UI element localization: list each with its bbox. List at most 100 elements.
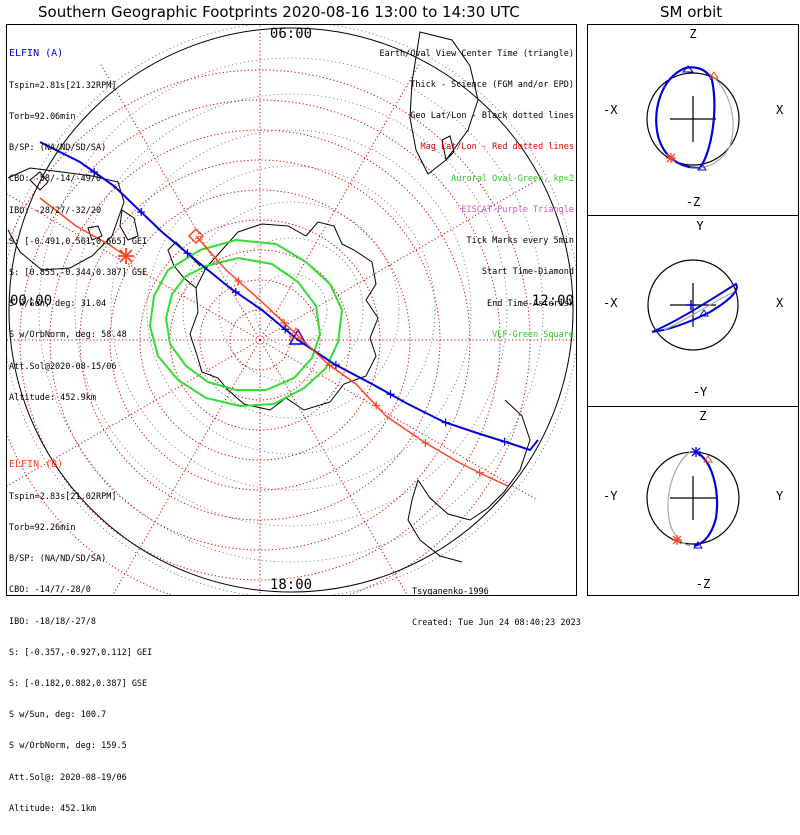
orbit-panel-xy: Y -Y -X X xyxy=(603,219,784,399)
mag-lat-circle xyxy=(109,189,411,491)
elfin-a-line: S w/Sun, deg: 31.04 xyxy=(9,299,107,310)
orbit-a-xz-triangle xyxy=(697,163,707,171)
elfin-a-tick xyxy=(441,418,450,427)
elfin-b-tick xyxy=(421,438,430,447)
orbit-a-xy xyxy=(651,282,738,333)
elfin-b-line: S w/Sun, deg: 100.7 xyxy=(9,710,107,721)
elfin-b-line: Att.Sol@: 2020-08-19/06 xyxy=(9,772,127,783)
mlt-label-bottom: 18:00 xyxy=(270,577,312,593)
elfin-b-footprint-track xyxy=(39,197,127,257)
mag-lon-line xyxy=(259,339,538,501)
model-credit: Tsyganenko-1996 xyxy=(412,586,489,597)
elfin-b-tick xyxy=(325,361,334,370)
orbit-panel-yz: Z -Z -Y Y xyxy=(603,409,784,591)
orbit-frame xyxy=(587,24,799,596)
elfin-a-line: B/SP: (NA/ND/SD/SA) xyxy=(9,143,107,154)
orbit-b-xz-marker xyxy=(709,71,719,79)
orbit-axis-label-left-xz: -X xyxy=(603,103,618,117)
south-america-coast xyxy=(407,479,463,563)
south-america-outline xyxy=(417,399,531,521)
mag-lon-line xyxy=(7,339,261,487)
elfin-a-tick xyxy=(386,390,395,399)
orbit-axis-label-left-xy: -X xyxy=(603,296,618,310)
orbit-axis-label-right-xy: X xyxy=(776,296,784,310)
mag-lon-line xyxy=(259,339,408,595)
legend-item: Auroral Oval-Green, kp=2 xyxy=(451,173,574,184)
mlt-label-top: 06:00 xyxy=(270,26,312,42)
orbit-axis-label-bottom-xz: -Z xyxy=(686,195,700,209)
orbit-b-xz xyxy=(689,73,734,169)
legend-item: Mag Lat/Lon - Red dotted lines xyxy=(420,142,574,153)
geo-lat-circle xyxy=(74,93,508,527)
geo-grid xyxy=(7,25,576,595)
elfin-b-tick xyxy=(475,468,484,477)
geo-lat-circle xyxy=(182,201,400,419)
elfin-b-line: S w/OrbNorm, deg: 159.5 xyxy=(9,741,127,752)
geo-lat-circle xyxy=(146,165,436,455)
elfin-a-title: ELFIN (A) xyxy=(9,47,64,59)
geo-lat-circle xyxy=(38,57,544,563)
land-outlines xyxy=(7,31,531,563)
mlt-label-left: 00:00 xyxy=(10,293,52,309)
elfin-a-tick xyxy=(500,437,509,446)
orbit-title: SM orbit xyxy=(660,3,723,21)
orbit-axis-label-bottom-yz: -Z xyxy=(696,577,710,591)
elfin-a-tick xyxy=(231,288,240,297)
mag-lat-circle xyxy=(19,99,501,581)
legend-item: Thick - Science (FGM and/or EPD) xyxy=(410,80,574,91)
mlt-label-right: 12:00 xyxy=(532,293,574,309)
elfin-a-line: CBO: -58/-14/-49/0 xyxy=(9,174,102,185)
page-title: Southern Geographic Footprints 2020-08-1… xyxy=(38,3,520,21)
elfin-a-tick xyxy=(90,167,99,176)
geo-lat-circle xyxy=(254,273,328,347)
polar-map xyxy=(7,25,576,595)
elfin-b-tick-marks xyxy=(234,277,484,477)
antarctic-peninsula-outline xyxy=(167,241,201,289)
elfin-a-line: Torb=92.06min xyxy=(9,111,76,122)
orbit-axis-label-top-xy: Y xyxy=(696,219,704,233)
orbit-a-xz-marker xyxy=(681,65,695,73)
mag-lon-line xyxy=(259,62,421,341)
elfin-b-title: ELFIN (B) xyxy=(9,458,64,470)
orbit-axis-label-bottom-xy: -Y xyxy=(693,385,708,399)
orbit-axis-label-top-xz: Z xyxy=(689,27,696,41)
mag-lon-line xyxy=(99,62,261,341)
australia-outline xyxy=(7,167,125,271)
elfin-b-line: S: [-0.357,-0.927,0.112] GEI xyxy=(9,647,153,658)
geo-lat-circle xyxy=(218,237,364,383)
elfin-b-line: Torb=92.26min xyxy=(9,522,76,533)
earth-circle-xz xyxy=(646,72,740,166)
footprint-plot-page: Southern Geographic Footprints 2020-08-1… xyxy=(6,3,799,814)
orbit-panel-xz: Z -Z -X X xyxy=(603,27,784,209)
elfin-a-info: ELFIN (A) Tspin=2.81s[21.32RPM] Torb=92.… xyxy=(9,27,147,424)
elfin-b-end-asterisk xyxy=(118,248,134,264)
legend: Earth/Oval View Center Time (triangle) T… xyxy=(380,28,574,361)
auroral-oval xyxy=(148,238,344,408)
orbit-b-xz-asterisk xyxy=(666,153,676,163)
elfin-a-tick xyxy=(183,249,192,258)
mag-lat-circle xyxy=(199,279,321,401)
geo-lat-circle xyxy=(110,129,472,491)
orbit-b-yz xyxy=(667,451,691,547)
orbit-a-xy-asterisk xyxy=(686,300,696,310)
legend-item: Earth/Oval View Center Time (triangle) xyxy=(379,48,574,59)
antarctica-outline xyxy=(189,221,379,411)
orbit-axis-label-right-yz: Y xyxy=(776,489,784,503)
elfin-b-center-triangle xyxy=(289,327,303,339)
elfin-b-footprint-track-2 xyxy=(195,235,509,487)
created-timestamp: Created: Tue Jun 24 08:40:23 2023 xyxy=(412,618,581,629)
orbit-axis-label-top-yz: Z xyxy=(699,409,706,423)
orbit-a-yz-triangle xyxy=(693,541,703,549)
orbit-a-yz-asterisk xyxy=(691,447,701,457)
new-zealand-outline xyxy=(119,209,139,241)
legend-item: EISCAT-Purple Triangle xyxy=(461,204,574,215)
legend-item: Geo Lat/Lon - Black dotted lines xyxy=(410,111,574,122)
legend-item: End Time-Asterisk xyxy=(487,298,574,309)
auroral-oval-outer xyxy=(148,238,344,408)
map-frame xyxy=(6,24,577,596)
mag-grid xyxy=(7,25,576,595)
elfin-b-start-diamond xyxy=(187,227,205,245)
elfin-a-line: Altitude: 452.9km xyxy=(9,392,96,403)
orbit-b-xy xyxy=(663,291,735,331)
elfin-a-line: IBO: -28/27/-32/20 xyxy=(9,205,102,216)
